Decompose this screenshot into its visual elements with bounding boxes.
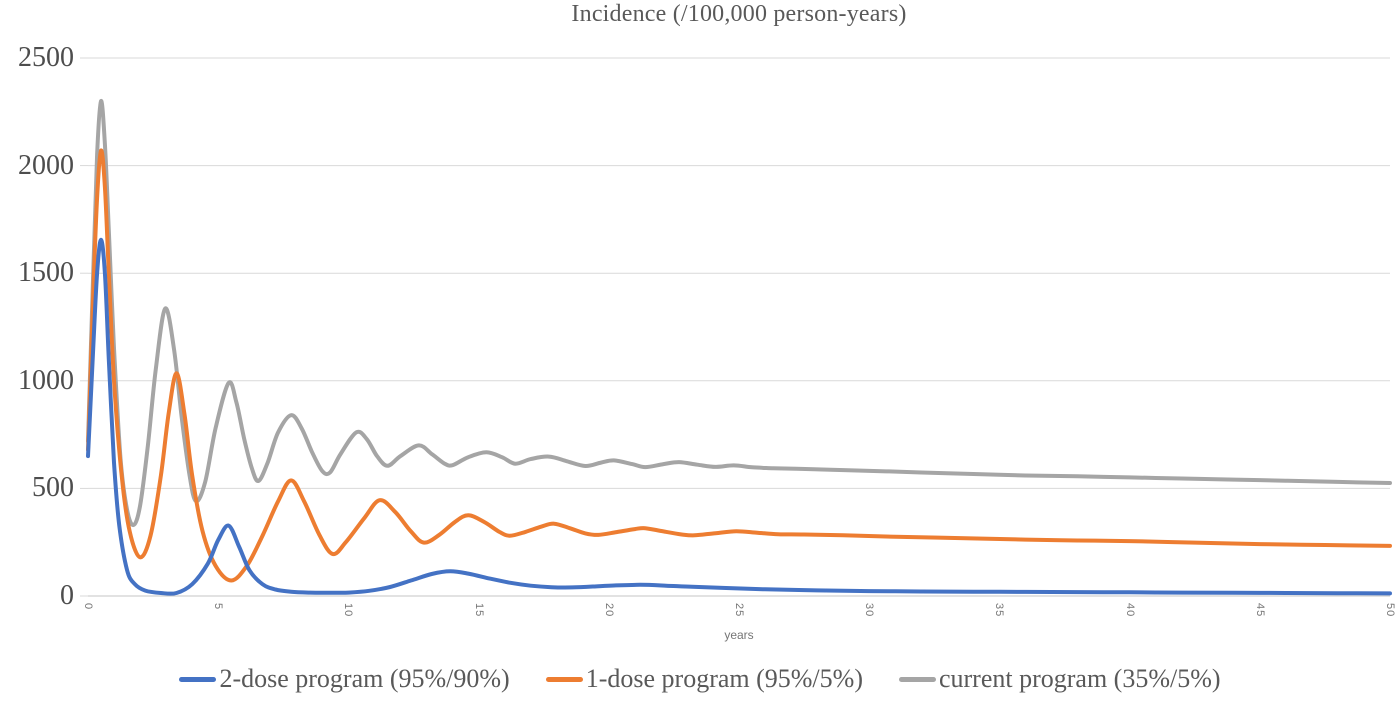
x-tick-label: 0 bbox=[82, 603, 94, 611]
x-tick-label: 30 bbox=[863, 603, 876, 618]
legend-item: current program (35%/5%) bbox=[898, 664, 1221, 694]
series-line-current bbox=[86, 98, 1392, 528]
x-tick-label: 25 bbox=[733, 603, 745, 618]
x-tick-label: 10 bbox=[342, 603, 355, 618]
x-axis-title: years bbox=[724, 628, 754, 642]
legend-label: current program (35%/5%) bbox=[938, 664, 1221, 693]
legend-swatch bbox=[179, 676, 217, 682]
legend: 2-dose program (95%/90%) 1-dose program (… bbox=[0, 664, 1400, 694]
x-tick-label: 35 bbox=[993, 603, 1006, 618]
x-tick-label: 40 bbox=[1123, 603, 1136, 618]
x-tick-label: 45 bbox=[1253, 603, 1266, 618]
x-tick-label: 50 bbox=[1384, 603, 1396, 618]
y-tick-label: 1500 bbox=[18, 257, 74, 289]
series-line-1-dose bbox=[86, 148, 1392, 583]
legend-item: 2-dose program (95%/90%) bbox=[179, 664, 510, 694]
legend-item: 1-dose program (95%/5%) bbox=[545, 664, 863, 694]
y-tick-label: 1000 bbox=[18, 364, 74, 396]
series-line-2-dose bbox=[86, 237, 1392, 596]
legend-label: 2-dose program (95%/90%) bbox=[219, 664, 510, 693]
legend-swatch bbox=[898, 676, 936, 682]
x-tick-label: 5 bbox=[212, 603, 225, 611]
chart-title: Incidence (/100,000 person-years) bbox=[571, 1, 907, 27]
x-tick-label: 20 bbox=[602, 603, 615, 618]
y-tick-label: 0 bbox=[60, 580, 74, 611]
y-tick-label: 500 bbox=[32, 472, 74, 504]
legend-swatch bbox=[545, 676, 583, 682]
x-tick-label: 15 bbox=[472, 603, 485, 618]
legend-label: 1-dose program (95%/5%) bbox=[585, 664, 863, 693]
y-tick-label: 2500 bbox=[18, 42, 74, 73]
y-tick-label: 2000 bbox=[18, 149, 74, 181]
